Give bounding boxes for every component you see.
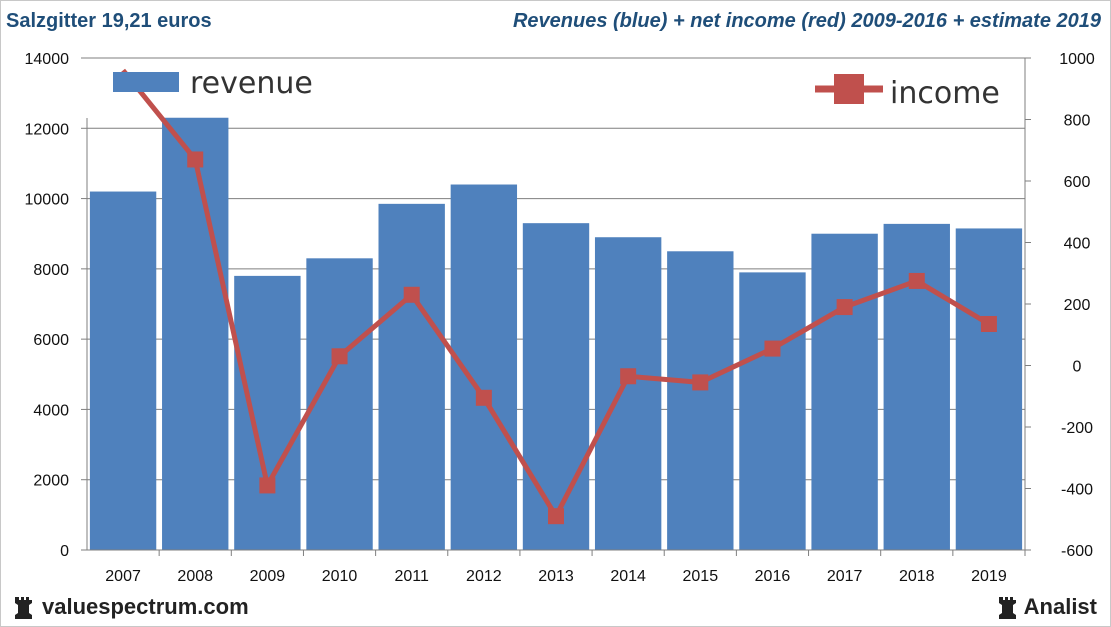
revenue-bar	[234, 275, 301, 550]
x-tick-label: 2017	[827, 568, 863, 585]
left-tick-label: 4000	[33, 402, 69, 419]
rook-icon	[15, 597, 32, 619]
income-marker	[620, 368, 637, 385]
x-tick-label: 2018	[899, 568, 935, 585]
x-tick-label: 2007	[105, 568, 141, 585]
income-marker	[259, 477, 276, 494]
revenue-bar	[306, 258, 373, 550]
revenue-bar	[667, 251, 734, 551]
income-marker	[187, 151, 204, 168]
income-marker	[764, 340, 781, 357]
chart-subtitle: Revenues (blue) + net income (red) 2009-…	[512, 10, 1101, 32]
right-tick-label: -400	[1061, 482, 1093, 499]
left-tick-label: 8000	[33, 262, 69, 279]
revenue-bar	[522, 223, 590, 550]
legend-revenue-label: revenue	[190, 66, 313, 101]
income-marker	[548, 508, 564, 525]
x-tick-label: 2010	[322, 568, 358, 585]
footer-brand[interactable]: valuespectrum.com	[14, 594, 249, 620]
footer-site-name: valuespectrum.com	[42, 594, 249, 619]
legend: revenue income	[113, 66, 1000, 111]
income-marker	[836, 299, 853, 316]
right-tick-label: 200	[1064, 297, 1091, 314]
income-marker	[692, 374, 709, 391]
right-tick-label: 600	[1064, 174, 1091, 191]
income-marker	[403, 286, 420, 303]
revenue-bar	[811, 233, 878, 550]
legend-income-marker	[834, 74, 864, 104]
left-tick-label: 10000	[25, 192, 70, 209]
footer-analist[interactable]: Analist	[998, 594, 1097, 620]
x-tick-label: 2009	[250, 568, 286, 585]
x-tick-label: 2016	[755, 568, 791, 585]
right-tick-label: 0	[1073, 359, 1082, 376]
revenue-bar	[739, 272, 806, 550]
right-tick-label: 1000	[1059, 51, 1095, 68]
revenue-bar	[89, 191, 157, 551]
right-tick-label: -600	[1061, 543, 1093, 560]
revenue-bar	[378, 203, 445, 551]
income-marker	[331, 348, 348, 365]
footer-analist-label: Analist	[1023, 594, 1097, 619]
x-tick-label: 2008	[177, 568, 213, 585]
revenue-bar	[594, 237, 662, 550]
x-tick-label: 2015	[683, 568, 719, 585]
axes: 02000400060008000100001200014000-600-400…	[25, 51, 1095, 585]
x-tick-label: 2013	[538, 568, 574, 585]
legend-income-label: income	[890, 76, 1000, 111]
revenue-bar	[883, 223, 950, 551]
left-tick-label: 14000	[25, 51, 70, 68]
x-tick-label: 2014	[610, 568, 646, 585]
right-tick-label: 400	[1064, 236, 1091, 253]
x-tick-label: 2012	[466, 568, 502, 585]
rook-icon	[998, 597, 1016, 619]
left-tick-label: 2000	[33, 473, 69, 490]
income-line	[121, 68, 997, 525]
legend-revenue-swatch	[113, 72, 179, 92]
right-tick-label: -200	[1061, 420, 1093, 437]
income-marker	[980, 315, 997, 332]
income-marker	[908, 272, 925, 289]
x-tick-label: 2011	[394, 568, 429, 585]
stock-title: Salzgitter 19,21 euros	[6, 10, 212, 32]
revenue-bars	[89, 117, 1023, 551]
income-marker	[475, 389, 492, 406]
x-tick-label: 2019	[971, 568, 1007, 585]
left-tick-label: 6000	[33, 332, 69, 349]
revenue-bar	[955, 228, 1023, 550]
right-tick-label: 800	[1064, 113, 1091, 130]
left-tick-label: 12000	[25, 121, 70, 138]
revenue-bar	[162, 117, 229, 550]
left-tick-label: 0	[60, 543, 69, 560]
